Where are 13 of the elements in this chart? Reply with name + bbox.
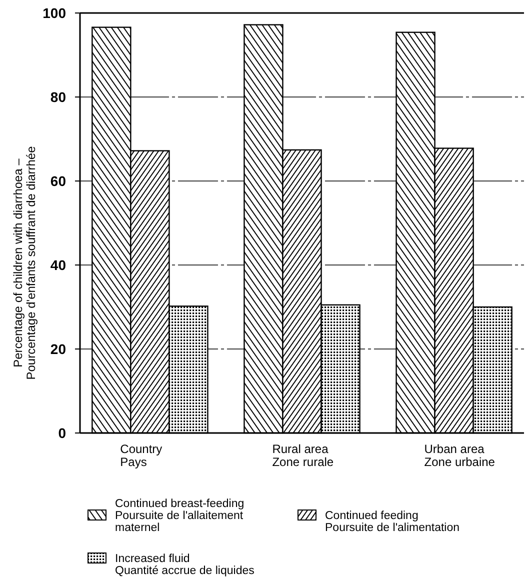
x-tick-label: Country Pays xyxy=(120,442,162,469)
y-tick-label: 100 xyxy=(42,4,66,21)
y-axis-title: Percentage of children with diarrhoea – Pourcentage d'enfants souffrant de diarrhée xyxy=(11,146,38,380)
x-tick-label: Rural area Zone rurale xyxy=(272,442,334,469)
y-tick-label: 20 xyxy=(50,340,66,357)
y-tick-label: 40 xyxy=(50,256,66,273)
legend-label: Continued feeding Poursuite de l'alimentation xyxy=(325,510,460,534)
y-tick-label: 80 xyxy=(50,88,66,105)
y-tick-label: 60 xyxy=(50,172,66,189)
legend-label: Continued breast-feeding Poursuite de l'allaitement maternel xyxy=(115,498,244,534)
legend-label: Increased fluid Quantité accrue de liquides xyxy=(115,553,255,577)
x-tick-label: Urban area Zone urbaine xyxy=(424,442,496,469)
y-tick-label: 0 xyxy=(58,424,66,441)
